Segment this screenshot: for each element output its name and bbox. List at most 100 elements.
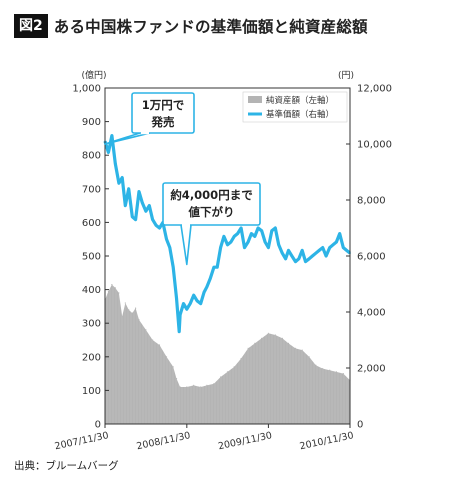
x-axis-tick-label: 2008/11/30 [136,430,192,452]
nav-point [260,230,263,232]
callout-box [162,182,261,226]
right-axis-unit: (円) [338,70,354,81]
nav-point [257,227,259,229]
chart: (億円) 0 100 200 300 400 500 600 700 800 900 1,000 (円… [54,69,392,452]
nav-point [291,255,293,257]
nav-point [172,266,174,269]
net-assets-point [213,383,215,385]
nav-point [223,235,225,238]
net-assets-point [152,339,154,341]
x-axis-tick-label: 2007/11/30 [54,430,110,452]
net-assets-point [322,368,324,370]
nav-point [138,190,140,193]
nav-point [226,244,229,246]
left-axis-tick-label: 400 [82,285,101,296]
nav-point [175,297,178,299]
left-axis-tick-label: 100 [82,386,101,397]
nav-point [274,227,277,229]
nav-point [169,246,171,249]
net-assets-point [206,384,208,386]
callout-box [131,92,195,134]
net-assets-point [294,347,297,349]
nav-point [186,308,188,311]
legend-label-nav: 基準価額（右軸） [266,109,334,120]
right-axis-tick-label: 0 [357,420,363,431]
net-assets-point [281,337,283,339]
nav-point [243,246,246,249]
callout-text: 値下がり [188,205,235,219]
left-axis-tick-label: 300 [82,319,101,330]
nav-point [277,244,280,246]
nav-point [189,302,191,305]
net-assets-point [261,337,263,339]
net-assets-point [138,319,140,321]
net-assets-point [233,366,235,368]
nav-point [294,260,297,263]
net-assets-point [186,386,188,388]
net-assets-area-layer [104,238,351,424]
net-assets-point [145,329,147,331]
net-assets-point [226,371,229,373]
nav-point [311,255,314,257]
figure-title: ある中国株ファンドの基準価額と純資産総額 [53,18,368,36]
left-axis-tick-label: 500 [82,252,101,263]
left-axis-tick-label: 900 [82,117,101,128]
legend-label-net-assets: 純資産額（左軸） [266,95,334,106]
nav-point [114,162,117,165]
callout-pointer [104,132,151,145]
callout-text: 1万円で [142,98,185,112]
figure-header: 図2 ある中国株ファンドの基準価額と純資産総額 [14,12,368,40]
nav-point [165,238,168,240]
nav-point [287,249,290,252]
nav-point [111,134,113,137]
x-axis-tick-label: 2010/11/30 [299,430,355,452]
net-assets-point [274,334,276,336]
nav-point [148,204,151,207]
net-assets-point [335,371,337,373]
right-axis-tick-label: 12,000 [357,84,392,95]
nav-point [284,258,287,260]
nav-point [107,151,110,154]
nav-point [158,227,161,229]
nav-point [124,204,127,207]
net-assets-point [301,349,303,351]
nav-point [338,232,341,235]
nav-point [315,252,317,254]
right-axis-tick-label: 10,000 [357,140,392,151]
nav-point [233,235,235,238]
nav-point [141,202,144,204]
net-assets-point [114,287,116,289]
left-axis-tick-label: 1,000 [72,84,101,95]
net-assets-point [247,347,249,349]
net-assets-point [220,376,222,378]
nav-point [127,188,130,190]
nav-point [271,230,273,232]
nav-point [301,249,304,252]
net-assets-point [131,312,133,314]
nav-point [308,258,310,260]
nav-point [325,255,327,257]
nav-point [145,210,147,212]
nav-point [121,176,123,179]
right-axis-tick-label: 8,000 [357,196,386,207]
net-assets-point [315,364,317,366]
left-axis-tick-label: 600 [82,218,101,229]
net-assets-point [342,373,344,375]
nav-point [281,252,284,254]
nav-point [342,246,345,249]
net-assets-point [165,356,168,358]
right-axis-tick-label: 2,000 [357,364,386,375]
nav-point [192,294,195,297]
nav-point [155,224,157,226]
nav-point [203,291,205,294]
net-assets-point [175,378,178,380]
right-axis-tick-label: 4,000 [357,308,386,319]
left-axis-tick-label: 200 [82,352,101,363]
net-assets-point [172,366,174,368]
nav-point [345,249,348,252]
net-assets-point [287,342,290,344]
nav-point [216,266,218,269]
nav-line-layer [103,134,352,334]
nav-point [335,241,338,243]
nav-point [196,300,198,302]
